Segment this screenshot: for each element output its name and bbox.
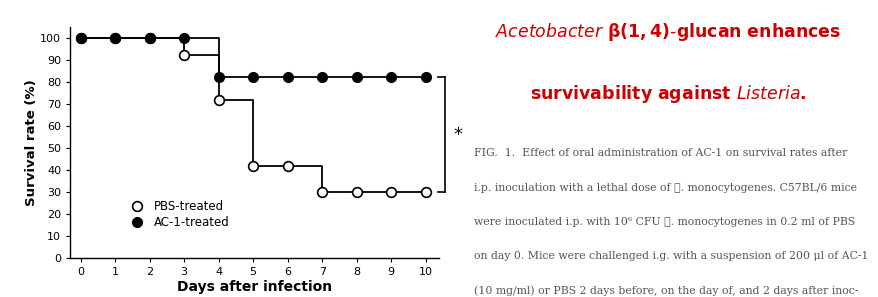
Text: i.p. inoculation with a lethal dose of ℓ. monocytogenes. C57BL/6 mice: i.p. inoculation with a lethal dose of ℓ…	[473, 183, 856, 193]
Text: *: *	[453, 126, 462, 144]
Text: FIG.  1.  Effect of oral administration of AC-1 on survival rates after: FIG. 1. Effect of oral administration of…	[473, 148, 846, 159]
Y-axis label: Survival rate (%): Survival rate (%)	[25, 79, 38, 206]
Text: (10 mg/ml) or PBS 2 days before, on the day of, and 2 days after inoc-: (10 mg/ml) or PBS 2 days before, on the …	[473, 285, 857, 296]
Text: $\mathit{Acetobacter}$ $\bf{\beta(1,4)\text{-}glucan\ enhances}$: $\mathit{Acetobacter}$ $\bf{\beta(1,4)\t…	[494, 21, 840, 43]
Text: were inoculated i.p. with 10⁶ CFU ℓ. monocytogenes in 0.2 ml of PBS: were inoculated i.p. with 10⁶ CFU ℓ. mon…	[473, 217, 854, 227]
Legend: PBS-treated, AC-1-treated: PBS-treated, AC-1-treated	[120, 195, 234, 234]
X-axis label: Days after infection: Days after infection	[177, 280, 332, 294]
Text: $\bf{survivability\ against}$ $\mathit{Listeria}$$\bf{.}$: $\bf{survivability\ against}$ $\mathit{L…	[529, 83, 805, 105]
Text: on day 0. Mice were challenged i.g. with a suspension of 200 μl of AC-1: on day 0. Mice were challenged i.g. with…	[473, 251, 867, 261]
